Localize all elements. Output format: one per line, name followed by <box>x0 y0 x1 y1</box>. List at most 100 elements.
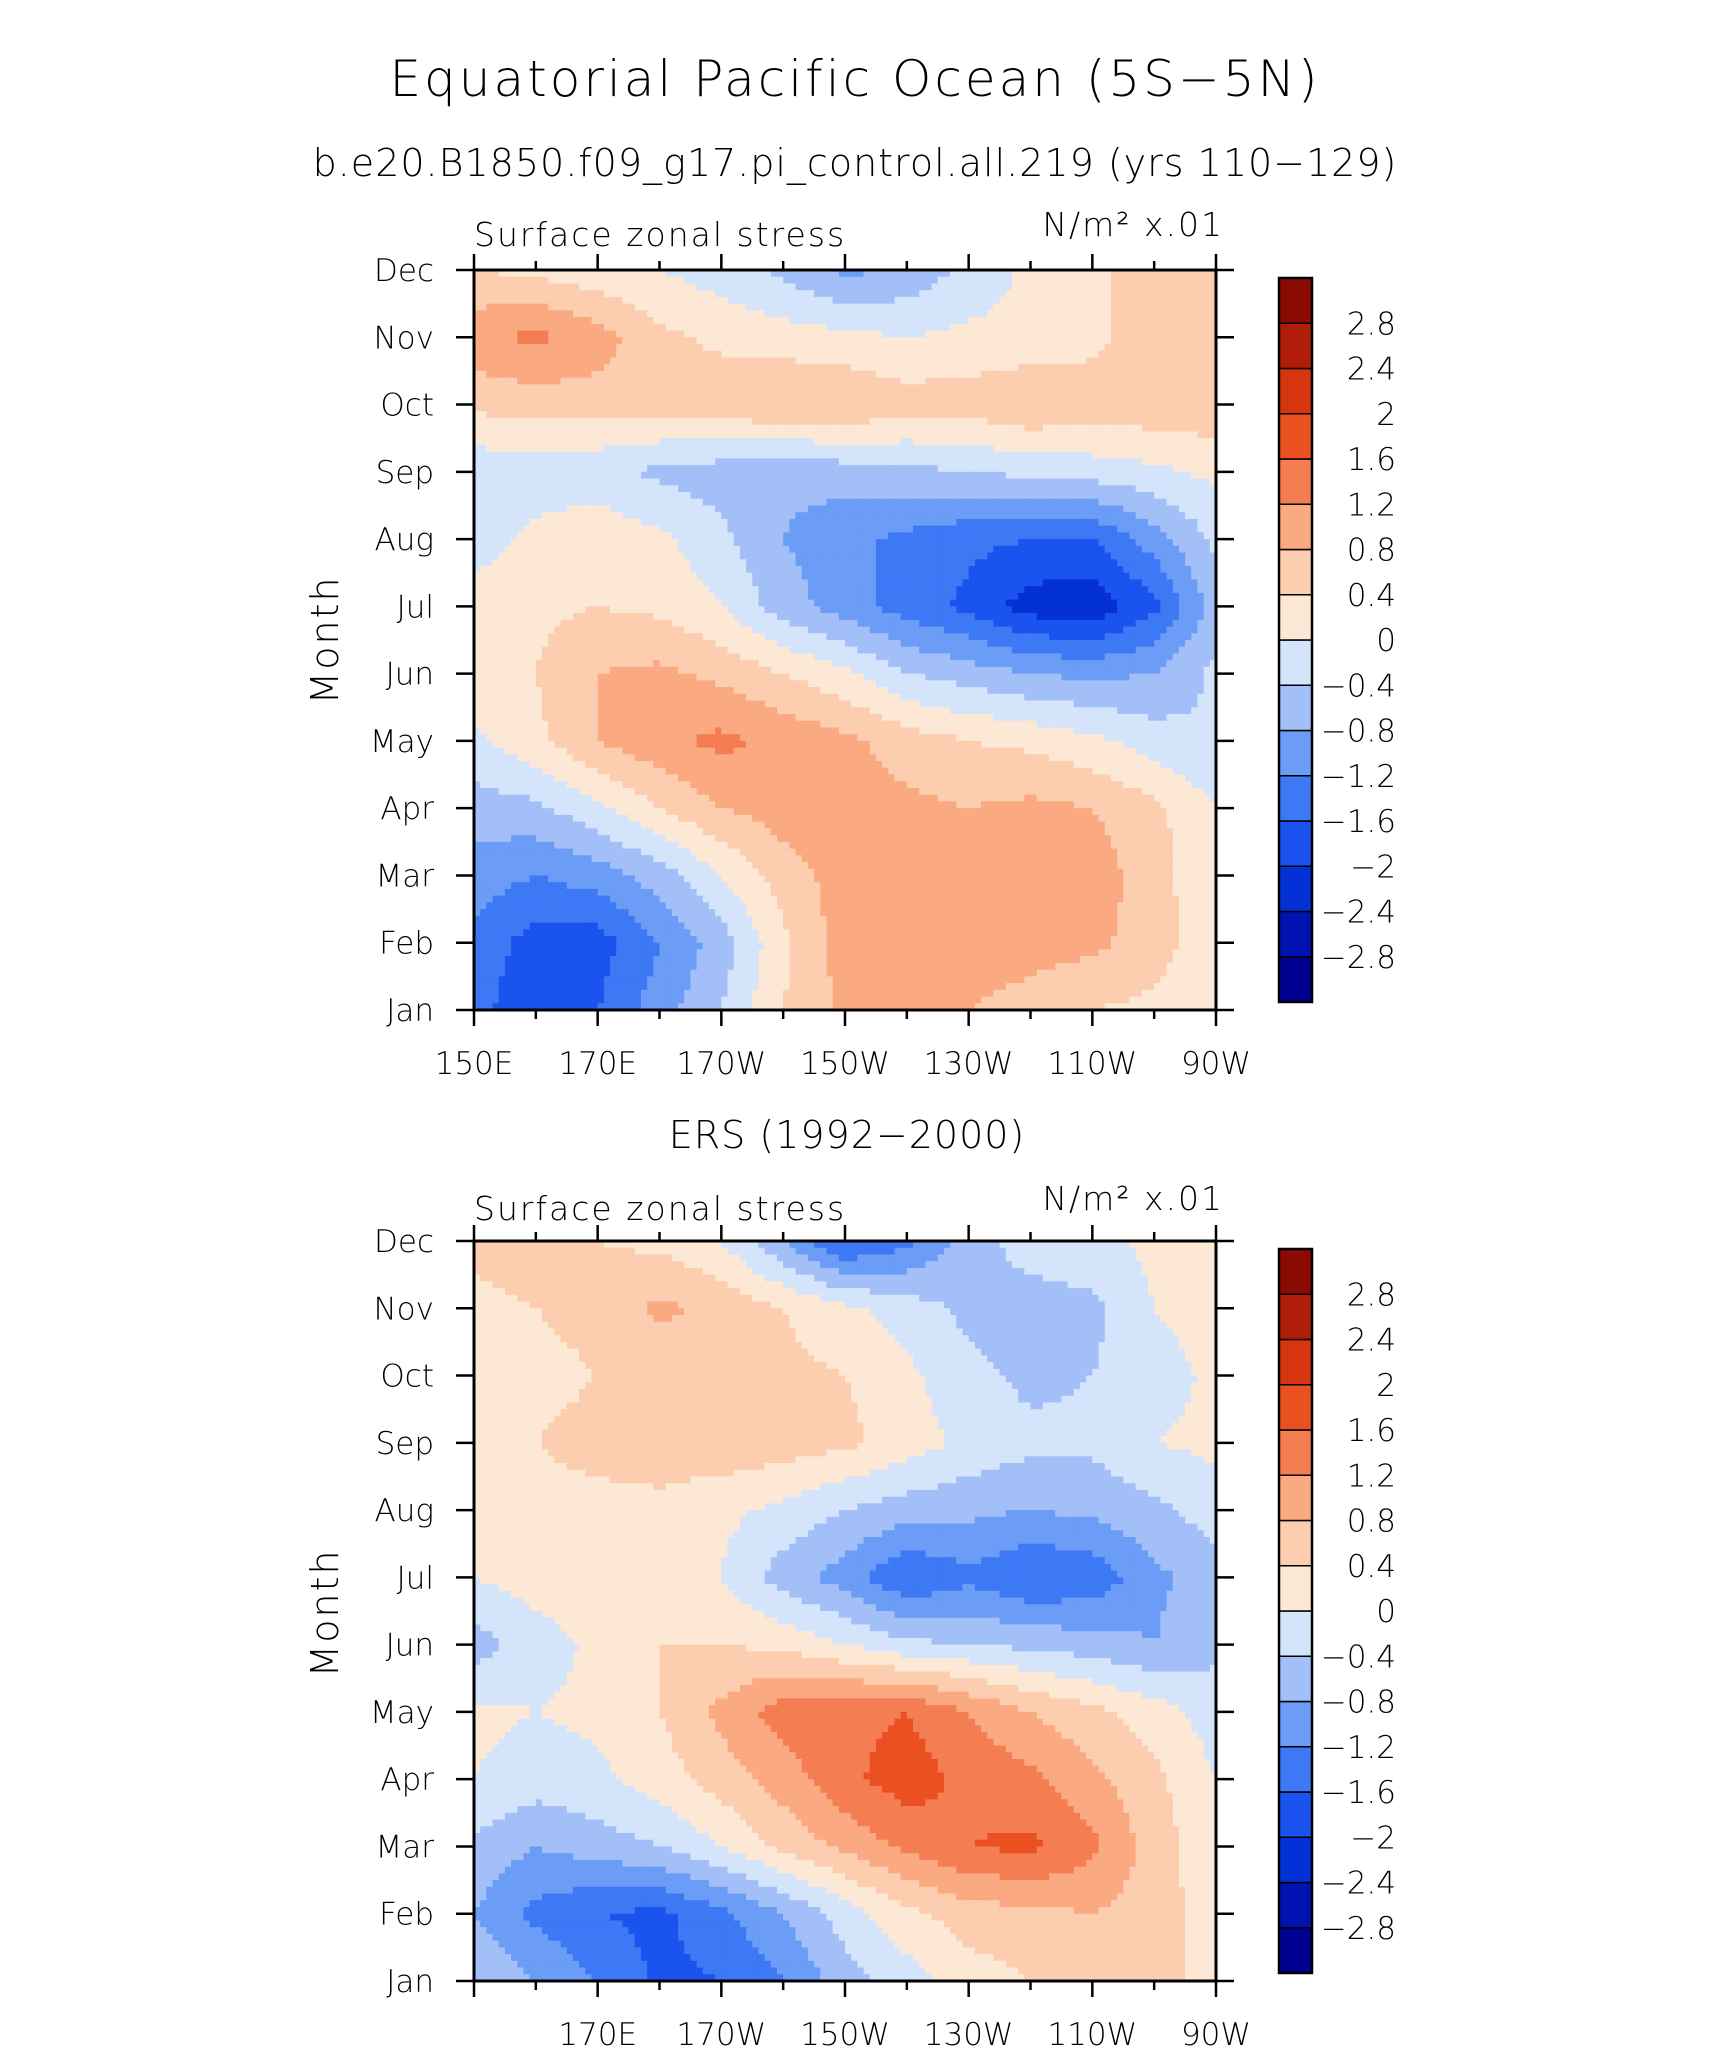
heatmap-cell <box>944 458 951 465</box>
heatmap-cell <box>969 398 976 405</box>
heatmap-cell <box>839 458 846 465</box>
heatmap-cell <box>666 505 673 512</box>
heatmap-cell <box>1197 364 1204 371</box>
heatmap-cell <box>752 445 759 452</box>
heatmap-cell <box>1185 526 1192 533</box>
heatmap-cell <box>777 479 784 486</box>
heatmap-cell <box>938 418 945 425</box>
heatmap-cell <box>1068 405 1075 412</box>
heatmap-cell <box>833 357 840 364</box>
heatmap-cell <box>1006 492 1013 499</box>
heatmap-cell <box>1080 391 1087 398</box>
heatmap-cell <box>598 324 605 331</box>
heatmap-cell <box>907 465 914 472</box>
heatmap-cell <box>1117 290 1124 297</box>
heatmap-cell <box>672 391 679 398</box>
heatmap-cell <box>969 364 976 371</box>
heatmap-cell <box>981 519 988 526</box>
heatmap-cell <box>1173 384 1180 391</box>
heatmap-cell <box>647 317 654 324</box>
heatmap-cell <box>561 425 568 432</box>
heatmap-cell <box>709 351 716 358</box>
heatmap-cell <box>1043 304 1050 311</box>
heatmap-cell <box>894 378 901 385</box>
heatmap-cell <box>536 411 543 418</box>
heatmap-cell <box>882 526 889 533</box>
heatmap-cell <box>1043 512 1050 519</box>
heatmap-cell <box>1037 371 1044 378</box>
heatmap-cell <box>1105 391 1112 398</box>
heatmap-cell <box>647 425 654 432</box>
heatmap-cell <box>493 331 500 338</box>
heatmap-cell <box>672 304 679 311</box>
heatmap-cell <box>684 519 691 526</box>
heatmap-cell <box>697 472 704 479</box>
heatmap-cell <box>857 431 864 438</box>
heatmap-cell <box>678 304 685 311</box>
heatmap-cell <box>907 411 914 418</box>
heatmap-cell <box>1037 438 1044 445</box>
heatmap-cell <box>839 378 846 385</box>
heatmap-cell <box>901 485 908 492</box>
heatmap-cell <box>734 485 741 492</box>
heatmap-cell <box>1055 519 1062 526</box>
heatmap-cell <box>1043 364 1050 371</box>
heatmap-cell <box>511 465 518 472</box>
heatmap-cell <box>826 418 833 425</box>
heatmap-cell <box>1123 378 1130 385</box>
heatmap-cell <box>709 431 716 438</box>
heatmap-cell <box>1105 485 1112 492</box>
heatmap-cell <box>1136 479 1143 486</box>
heatmap-cell <box>1055 324 1062 331</box>
heatmap-cell <box>1136 384 1143 391</box>
heatmap-cell <box>845 304 852 311</box>
heatmap-cell <box>1018 465 1025 472</box>
heatmap-cell <box>728 465 735 472</box>
heatmap-cell <box>703 357 710 364</box>
heatmap-cell <box>808 546 815 553</box>
heatmap-cell <box>1012 465 1019 472</box>
heatmap-cell <box>703 337 710 344</box>
heatmap-cell <box>1099 351 1106 358</box>
heatmap-cell <box>820 546 827 553</box>
heatmap-cell <box>523 384 530 391</box>
heatmap-cell <box>1074 391 1081 398</box>
heatmap-cell <box>845 532 852 539</box>
heatmap-cell <box>864 485 871 492</box>
heatmap-cell <box>1123 357 1130 364</box>
heatmap-cell <box>561 452 568 459</box>
heatmap-cell <box>814 492 821 499</box>
heatmap-cell <box>975 458 982 465</box>
heatmap-cell <box>962 438 969 445</box>
heatmap-cell <box>573 391 580 398</box>
heatmap-cell <box>907 526 914 533</box>
heatmap-cell <box>499 458 506 465</box>
heatmap-cell <box>1167 411 1174 418</box>
heatmap-cell <box>1099 438 1106 445</box>
heatmap-cell <box>888 505 895 512</box>
heatmap-cell <box>1142 425 1149 432</box>
heatmap-cell <box>826 364 833 371</box>
heatmap-cell <box>573 297 580 304</box>
heatmap-cell <box>548 505 555 512</box>
heatmap-cell <box>969 405 976 412</box>
heatmap-cell <box>567 458 574 465</box>
heatmap-cell <box>802 445 809 452</box>
heatmap-cell <box>1154 351 1161 358</box>
heatmap-cell <box>758 310 765 317</box>
heatmap-cell <box>1160 324 1167 331</box>
heatmap-cell <box>1055 310 1062 317</box>
heatmap-cell <box>1049 391 1056 398</box>
heatmap-cell <box>765 283 772 290</box>
heatmap-cell <box>703 351 710 358</box>
heatmap-cell <box>734 317 741 324</box>
heatmap-cell <box>585 297 592 304</box>
heatmap-cell <box>938 472 945 479</box>
heatmap-cell <box>591 378 598 385</box>
heatmap-cell <box>554 465 561 472</box>
heatmap-cell <box>894 512 901 519</box>
heatmap-cell <box>598 452 605 459</box>
heatmap-cell <box>993 499 1000 506</box>
heatmap-cell <box>1197 297 1204 304</box>
heatmap-cell <box>641 283 648 290</box>
